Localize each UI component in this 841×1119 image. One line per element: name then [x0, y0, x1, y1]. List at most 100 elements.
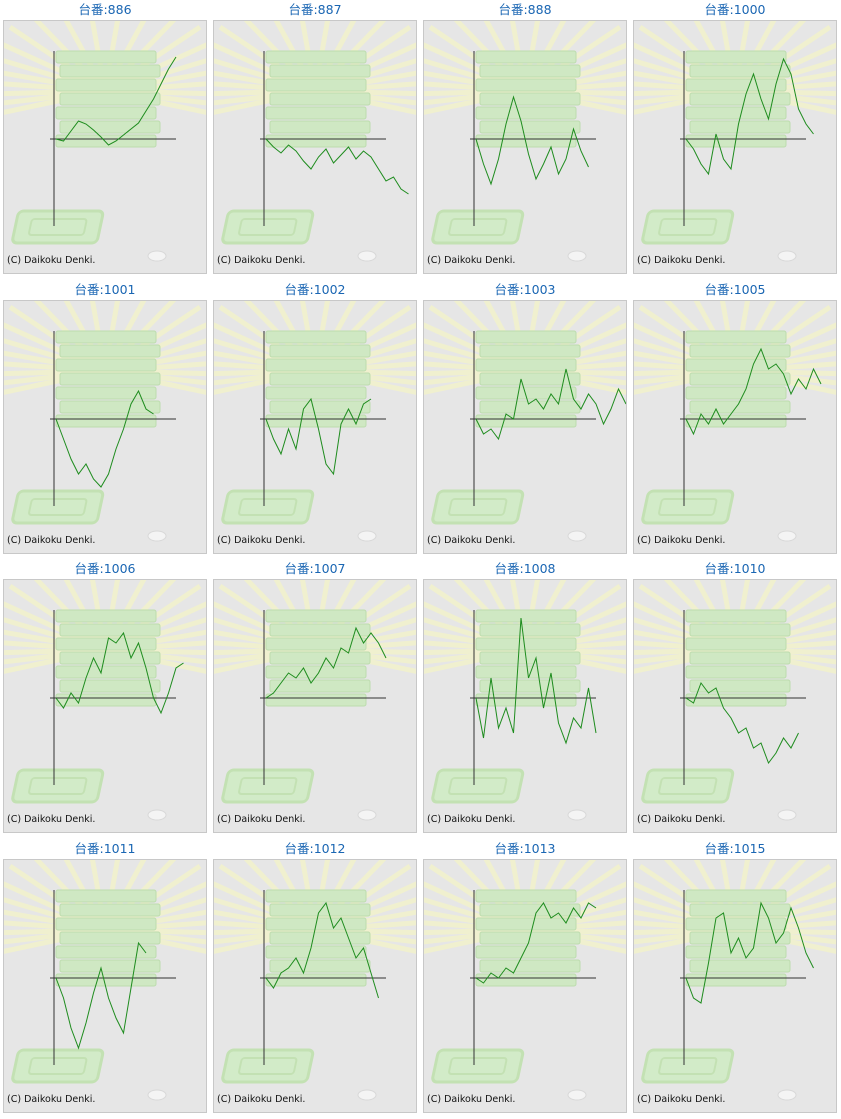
- copyright-text: (C) Daikoku Denki.: [637, 535, 726, 546]
- payout-line: [55, 631, 184, 715]
- machine-number-link[interactable]: 台番:1006: [74, 561, 136, 576]
- payout-graph[interactable]: (C) Daikoku Denki.: [633, 300, 837, 554]
- copyright-text: (C) Daikoku Denki.: [7, 535, 96, 546]
- copyright-text: (C) Daikoku Denki.: [427, 535, 516, 546]
- background-illustration: [634, 21, 836, 262]
- payout-graph[interactable]: (C) Daikoku Denki.: [213, 859, 417, 1113]
- payout-line: [685, 901, 814, 1004]
- background-illustration: [634, 860, 836, 1101]
- copyright-text: (C) Daikoku Denki.: [217, 255, 306, 266]
- payout-graph[interactable]: (C) Daikoku Denki.: [423, 579, 627, 833]
- background-illustration: [214, 21, 416, 262]
- payout-graph[interactable]: (C) Daikoku Denki.: [3, 579, 207, 833]
- graph-canvas: [634, 860, 836, 1101]
- payout-graph[interactable]: (C) Daikoku Denki.: [633, 859, 837, 1113]
- machine-number-link[interactable]: 台番:888: [498, 2, 552, 17]
- graph-canvas: [634, 301, 836, 542]
- background-illustration: [634, 580, 836, 821]
- graph-canvas: [4, 580, 206, 821]
- graph-canvas: [214, 580, 416, 821]
- payout-graph[interactable]: (C) Daikoku Denki.: [423, 20, 627, 274]
- payout-graph[interactable]: (C) Daikoku Denki.: [633, 20, 837, 274]
- copyright-text: (C) Daikoku Denki.: [217, 1094, 306, 1105]
- payout-graph[interactable]: (C) Daikoku Denki.: [213, 20, 417, 274]
- machine-number-link[interactable]: 台番:887: [288, 2, 342, 17]
- background-illustration: [214, 860, 416, 1101]
- payout-graph[interactable]: (C) Daikoku Denki.: [3, 20, 207, 274]
- machine-number-link[interactable]: 台番:1011: [74, 841, 136, 856]
- payout-line: [685, 681, 799, 765]
- copyright-text: (C) Daikoku Denki.: [427, 814, 516, 825]
- graph-canvas: [214, 860, 416, 1101]
- machine-card: 台番:1002 (C) Daikoku Denki.: [213, 280, 417, 554]
- copyright-text: (C) Daikoku Denki.: [427, 255, 516, 266]
- payout-line: [685, 347, 822, 436]
- machine-card: 台番:1000 (C) Daikoku Denki.: [633, 0, 837, 274]
- payout-line: [55, 941, 147, 1050]
- machine-card: 台番:887 (C) Daikoku Denki.: [213, 0, 417, 274]
- copyright-text: (C) Daikoku Denki.: [217, 535, 306, 546]
- machine-number-link[interactable]: 台番:1012: [284, 841, 346, 856]
- graph-canvas: [634, 21, 836, 262]
- payout-line: [475, 617, 597, 745]
- machine-card: 台番:886 (C) Daikoku Denki.: [3, 0, 207, 274]
- copyright-text: (C) Daikoku Denki.: [7, 814, 96, 825]
- machine-number-link[interactable]: 台番:1002: [284, 282, 346, 297]
- copyright-text: (C) Daikoku Denki.: [637, 814, 726, 825]
- machine-number-link[interactable]: 台番:1003: [494, 282, 556, 297]
- machine-number-link[interactable]: 台番:1007: [284, 561, 346, 576]
- payout-line: [55, 56, 177, 146]
- machine-card: 台番:1001 (C) Daikoku Denki.: [3, 280, 207, 554]
- machine-card: 台番:1003 (C) Daikoku Denki.: [423, 280, 627, 554]
- machine-number-link[interactable]: 台番:886: [78, 2, 132, 17]
- payout-graph[interactable]: (C) Daikoku Denki.: [3, 300, 207, 554]
- payout-line: [265, 397, 372, 476]
- machine-card: 台番:1013 (C) Daikoku Denki.: [423, 839, 627, 1113]
- machine-number-link[interactable]: 台番:1001: [74, 282, 136, 297]
- background-illustration: [424, 860, 626, 1101]
- machine-number-link[interactable]: 台番:1010: [704, 561, 766, 576]
- machine-number-link[interactable]: 台番:1008: [494, 561, 556, 576]
- background-illustration: [424, 301, 626, 542]
- payout-line: [475, 902, 597, 984]
- graph-canvas: [424, 21, 626, 262]
- machine-number-link[interactable]: 台番:1000: [704, 2, 766, 17]
- graph-canvas: [634, 580, 836, 821]
- graph-canvas: [214, 21, 416, 262]
- background-illustration: [424, 580, 626, 821]
- graph-canvas: [4, 860, 206, 1101]
- payout-graph[interactable]: (C) Daikoku Denki.: [213, 579, 417, 833]
- machine-card: 台番:1011 (C) Daikoku Denki.: [3, 839, 207, 1113]
- payout-line: [265, 626, 387, 699]
- payout-graph[interactable]: (C) Daikoku Denki.: [423, 859, 627, 1113]
- payout-line: [265, 138, 409, 195]
- machine-card: 台番:1015 (C) Daikoku Denki.: [633, 839, 837, 1113]
- machine-number-link[interactable]: 台番:1015: [704, 841, 766, 856]
- payout-graph[interactable]: (C) Daikoku Denki.: [423, 300, 627, 554]
- machine-card: 台番:888 (C) Daikoku Denki.: [423, 0, 627, 274]
- payout-line: [265, 901, 379, 999]
- payout-line: [685, 57, 814, 176]
- background-illustration: [4, 301, 206, 542]
- graph-canvas: [4, 21, 206, 262]
- copyright-text: (C) Daikoku Denki.: [427, 1094, 516, 1105]
- machine-card: 台番:1012 (C) Daikoku Denki.: [213, 839, 417, 1113]
- background-illustration: [214, 301, 416, 542]
- background-illustration: [214, 580, 416, 821]
- graph-canvas: [214, 301, 416, 542]
- background-illustration: [424, 21, 626, 262]
- graph-canvas: [4, 301, 206, 542]
- payout-line: [475, 368, 626, 441]
- machine-card: 台番:1006 (C) Daikoku Denki.: [3, 559, 207, 833]
- payout-graph[interactable]: (C) Daikoku Denki.: [3, 859, 207, 1113]
- machine-number-link[interactable]: 台番:1013: [494, 841, 556, 856]
- machine-number-link[interactable]: 台番:1005: [704, 282, 766, 297]
- machine-card: 台番:1008 (C) Daikoku Denki.: [423, 559, 627, 833]
- payout-graph[interactable]: (C) Daikoku Denki.: [213, 300, 417, 554]
- copyright-text: (C) Daikoku Denki.: [637, 255, 726, 266]
- copyright-text: (C) Daikoku Denki.: [637, 1094, 726, 1105]
- copyright-text: (C) Daikoku Denki.: [7, 1094, 96, 1105]
- graph-canvas: [424, 301, 626, 542]
- payout-graph[interactable]: (C) Daikoku Denki.: [633, 579, 837, 833]
- machine-card: 台番:1005 (C) Daikoku Denki.: [633, 280, 837, 554]
